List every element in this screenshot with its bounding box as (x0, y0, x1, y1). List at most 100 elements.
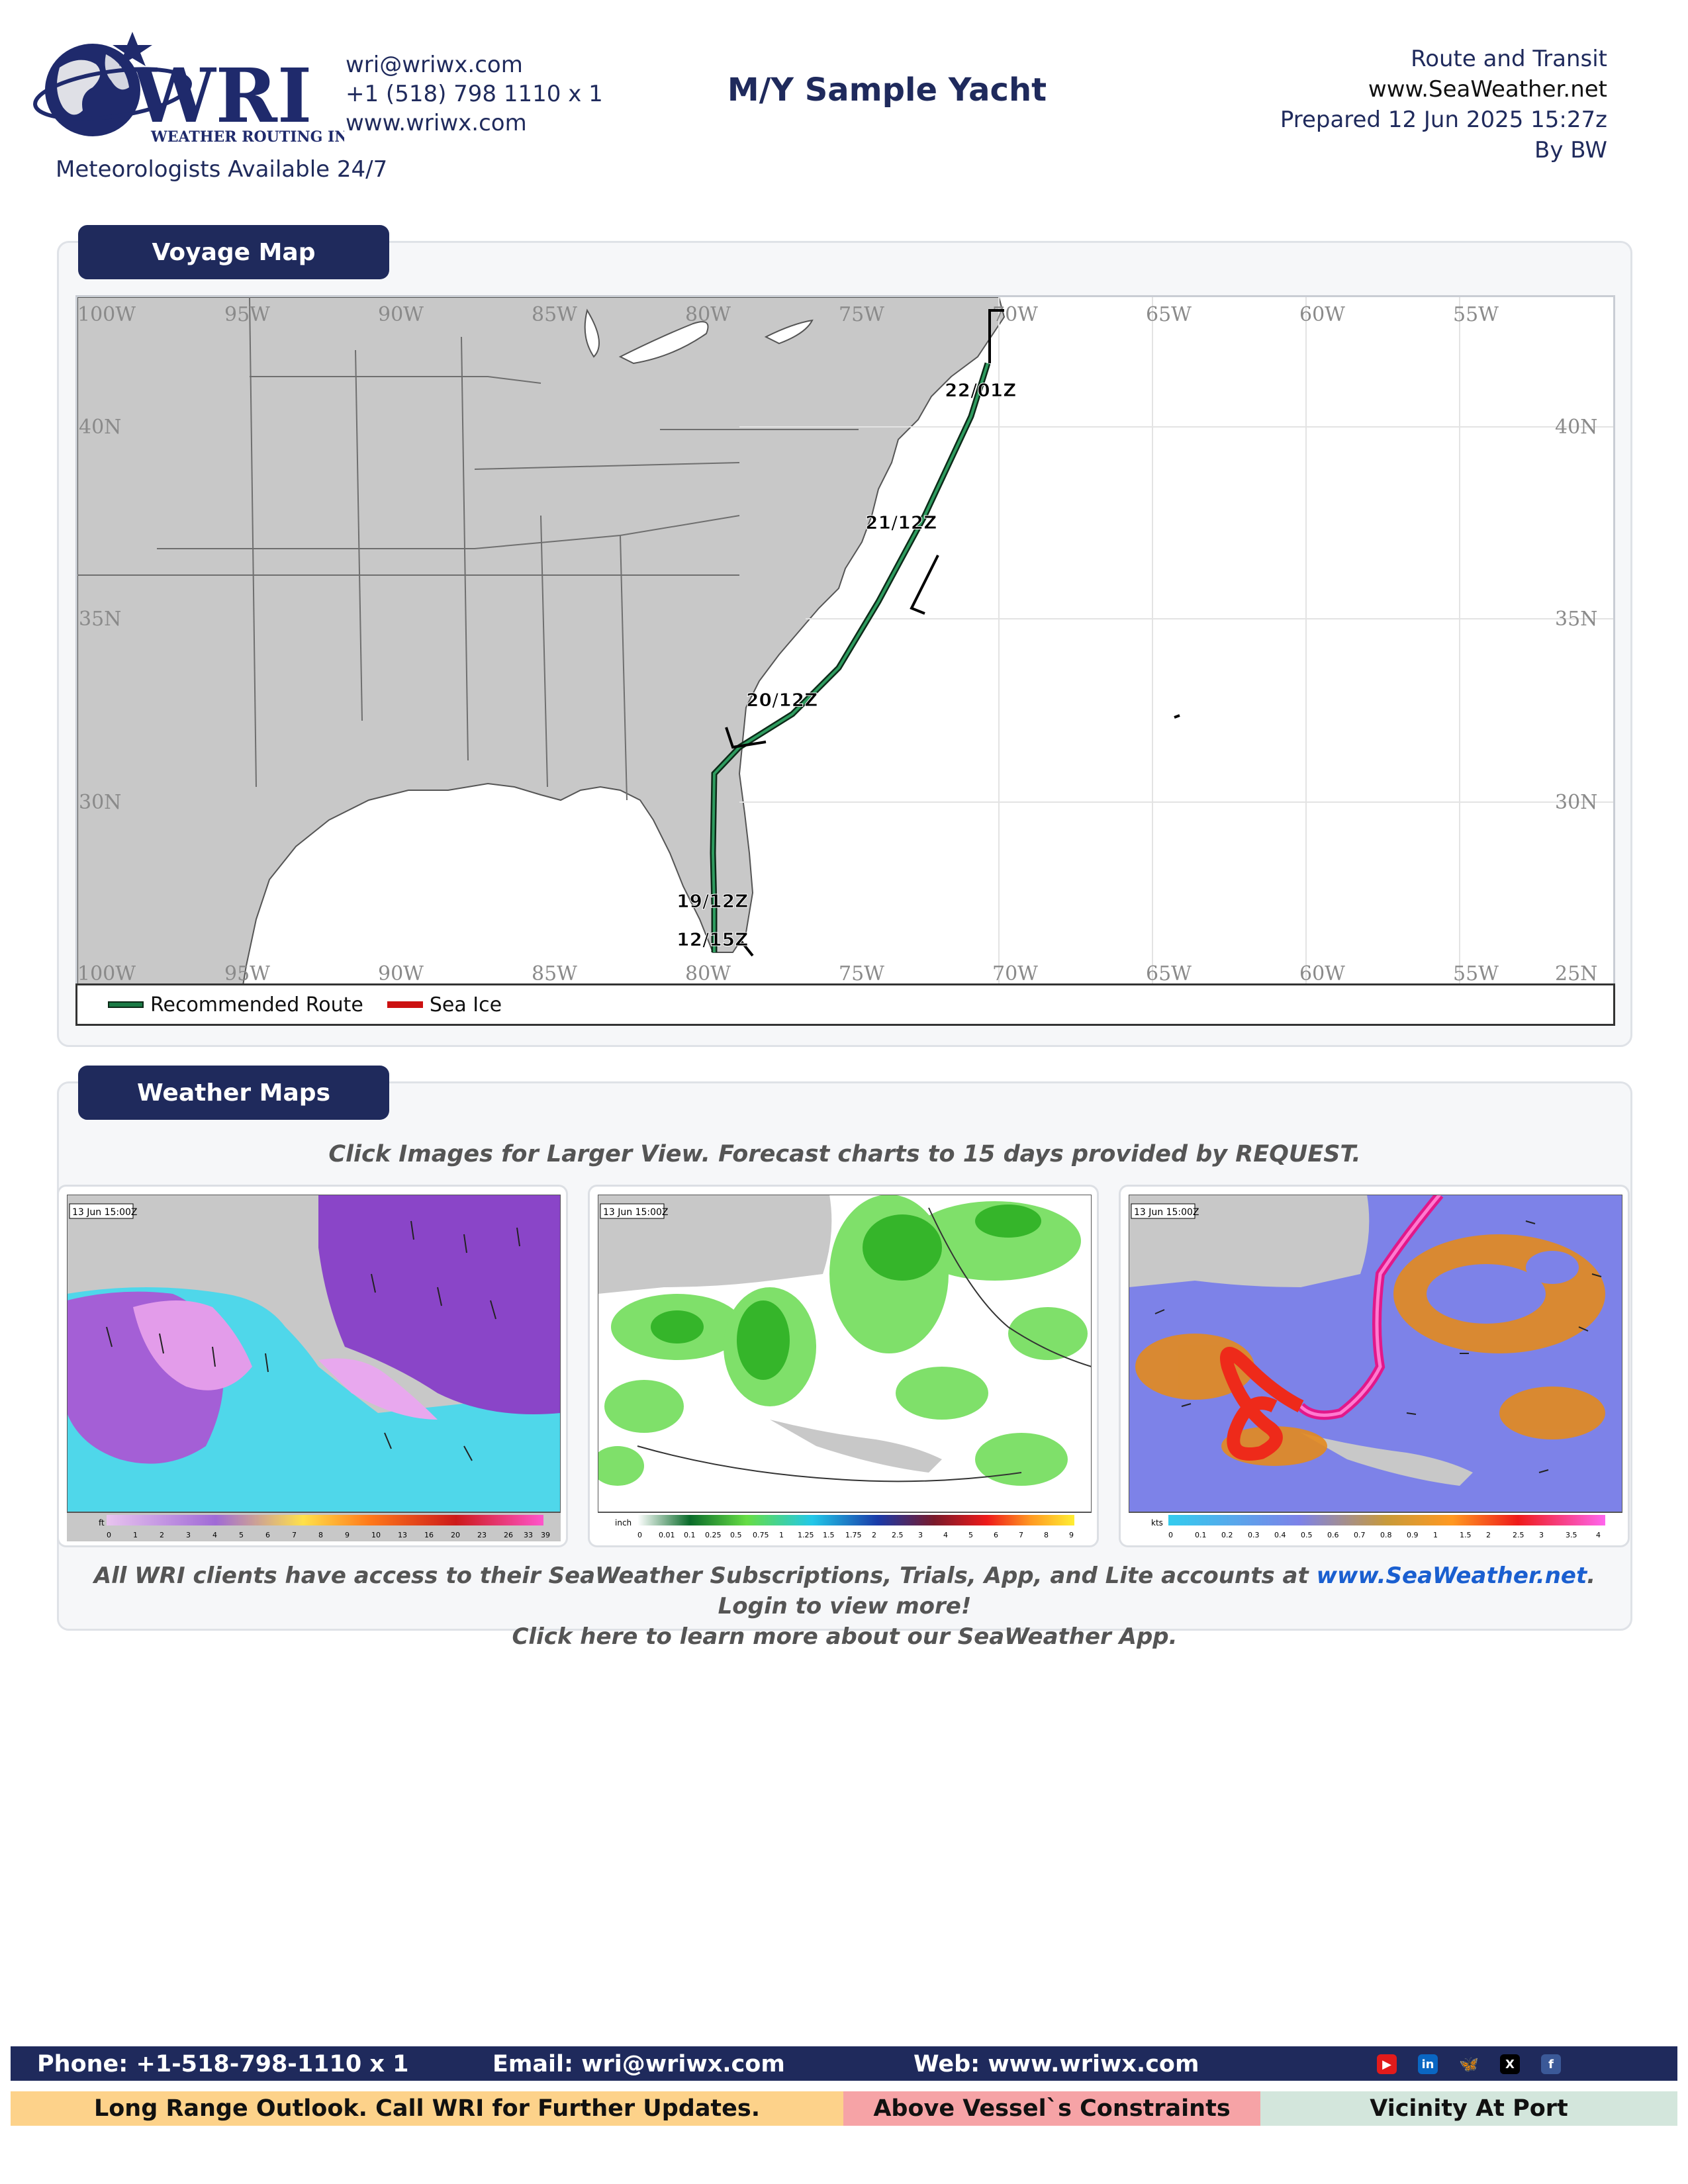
svg-text:75W: 75W (839, 962, 884, 985)
svg-text:4: 4 (212, 1531, 217, 1539)
svg-text:0: 0 (107, 1531, 111, 1539)
svg-text:0.5: 0.5 (1301, 1531, 1313, 1539)
svg-text:60W: 60W (1299, 303, 1345, 326)
svg-text:inch: inch (615, 1518, 632, 1527)
svg-text:8: 8 (318, 1531, 323, 1539)
svg-text:20: 20 (451, 1531, 460, 1539)
great-lake (584, 308, 600, 358)
seaweather-link[interactable]: www.SeaWeather.net (1368, 76, 1607, 103)
svg-text:0: 0 (637, 1531, 642, 1539)
contact-block: wri@wriwx.com +1 (518) 798 1110 x 1 www.… (346, 50, 603, 138)
svg-text:WRI: WRI (132, 53, 312, 140)
svg-text:0.7: 0.7 (1354, 1531, 1366, 1539)
svg-text:7: 7 (1019, 1531, 1023, 1539)
ice-swatch (387, 1001, 423, 1008)
svg-text:2.5: 2.5 (1513, 1531, 1524, 1539)
svg-text:1.75: 1.75 (845, 1531, 862, 1539)
great-lake (618, 321, 709, 365)
svg-text:70W: 70W (992, 962, 1038, 985)
wind-barbs (725, 309, 1180, 957)
svg-text:1.5: 1.5 (823, 1531, 835, 1539)
svg-text:13 Jun 15:00Z: 13 Jun 15:00Z (72, 1207, 138, 1218)
svg-text:0.3: 0.3 (1248, 1531, 1260, 1539)
current-scale-labels: 0 0.1 0.2 0.3 0.4 0.5 0.6 0.7 0.8 0.9 1 … (1168, 1531, 1601, 1539)
svg-text:0.8: 0.8 (1380, 1531, 1392, 1539)
contact-phone[interactable]: +1 (518) 798 1110 x 1 (346, 81, 603, 107)
report-meta: Route and Transit www.SeaWeather.net Pre… (1280, 44, 1607, 165)
seaweather-app-link[interactable]: Click here to learn more about our SeaWe… (512, 1623, 1178, 1650)
svg-text:39: 39 (541, 1531, 550, 1539)
ocean-current-map[interactable]: 13 Jun 15:00Z kts 0 0.1 0.2 0.3 0.4 0.5 … (1119, 1185, 1630, 1547)
svg-text:6: 6 (994, 1531, 998, 1539)
svg-text:5: 5 (968, 1531, 973, 1539)
svg-text:9: 9 (1069, 1531, 1074, 1539)
land-mass (77, 297, 1006, 985)
svg-text:6: 6 (265, 1531, 270, 1539)
svg-text:70W: 70W (992, 303, 1038, 326)
x-icon[interactable]: X (1500, 2054, 1520, 2074)
vessel-title: M/Y Sample Yacht (727, 71, 1047, 109)
youtube-icon[interactable]: ▶ (1377, 2054, 1397, 2074)
lat-labels-left: 40N 35N 30N (79, 416, 121, 814)
wave-height-map[interactable]: 13 Jun 15:00Z ft 0 1 2 3 4 5 6 7 8 9 10 … (57, 1185, 568, 1547)
wave-scale-labels: 0 1 2 3 4 5 6 7 8 9 10 13 16 20 23 26 33… (107, 1531, 550, 1539)
linkedin-icon[interactable]: in (1418, 2054, 1438, 2074)
great-lake (764, 319, 814, 345)
precipitation-map[interactable]: 13 Jun 15:00Z inch 0 0.01 0.1 0.25 0.5 0… (588, 1185, 1099, 1547)
contact-web[interactable]: www.wriwx.com (346, 110, 527, 136)
footer-phone[interactable]: Phone: +1-518-798-1110 x 1 (37, 2051, 409, 2077)
report-type: Route and Transit (1411, 46, 1607, 72)
svg-text:40N: 40N (1555, 416, 1597, 439)
weather-maps-heading: Weather Maps (78, 1066, 389, 1120)
voyage-map[interactable]: 100W 95W 90W 85W 80W 75W 70W 65W 60W 55W… (75, 295, 1615, 1026)
wri-logo[interactable]: WRI WEATHER ROUTING INC. (33, 28, 364, 147)
svg-text:0.4: 0.4 (1274, 1531, 1286, 1539)
svg-text:0.9: 0.9 (1407, 1531, 1419, 1539)
svg-text:3: 3 (186, 1531, 191, 1539)
footer-email[interactable]: Email: wri@wriwx.com (492, 2051, 785, 2077)
svg-text:0.25: 0.25 (705, 1531, 722, 1539)
graticule (739, 297, 1613, 985)
current-color-bar (1168, 1515, 1605, 1525)
tagline: Meteorologists Available 24/7 (56, 156, 388, 183)
svg-text:3.5: 3.5 (1566, 1531, 1577, 1539)
footer-contact-bar: Phone: +1-518-798-1110 x 1 Email: wri@wr… (11, 2046, 1677, 2081)
svg-text:30N: 30N (79, 791, 121, 814)
svg-text:90W: 90W (378, 962, 424, 985)
precip-color-bar (637, 1515, 1074, 1525)
svg-text:1: 1 (133, 1531, 138, 1539)
note-suffix: . Login to view more! (718, 1563, 1596, 1619)
svg-text:0.1: 0.1 (684, 1531, 696, 1539)
wave-map-svg: 13 Jun 15:00Z ft 0 1 2 3 4 5 6 7 8 9 10 … (67, 1195, 561, 1541)
seaweather-note-link[interactable]: www.SeaWeather.net (1316, 1563, 1587, 1589)
svg-text:0.5: 0.5 (730, 1531, 742, 1539)
weather-maps-caption: Click Images for Larger View. Forecast c… (328, 1141, 1361, 1167)
footer-web[interactable]: Web: www.wriwx.com (914, 2051, 1199, 2077)
svg-text:13: 13 (398, 1531, 407, 1539)
svg-text:4: 4 (1596, 1531, 1601, 1539)
svg-text:1: 1 (779, 1531, 784, 1539)
contact-email[interactable]: wri@wriwx.com (346, 52, 523, 78)
svg-text:ft: ft (99, 1518, 105, 1527)
svg-text:85W: 85W (532, 303, 577, 326)
svg-text:33: 33 (524, 1531, 533, 1539)
svg-text:10: 10 (371, 1531, 381, 1539)
svg-text:1.25: 1.25 (798, 1531, 814, 1539)
svg-text:13 Jun 15:00Z: 13 Jun 15:00Z (1134, 1207, 1199, 1218)
svg-text:3: 3 (918, 1531, 923, 1539)
svg-text:80W: 80W (685, 962, 731, 985)
lon-labels-top: 100W 95W 90W 85W 80W 75W 70W 65W 60W 55W (77, 303, 1499, 326)
legend-ice: Sea Ice (387, 993, 502, 1017)
bluesky-icon[interactable]: 🦋 (1459, 2054, 1479, 2074)
waypoint-labels: 22/01Z 21/12Z 20/12Z 19/12Z 12/15Z (677, 379, 1017, 951)
svg-text:7: 7 (292, 1531, 297, 1539)
svg-text:100W: 100W (77, 962, 136, 985)
svg-text:3: 3 (1539, 1531, 1544, 1539)
state-borders (77, 297, 859, 801)
svg-text:kts: kts (1151, 1518, 1163, 1527)
status-above-constraints: Above Vessel`s Constraints (843, 2091, 1260, 2126)
svg-text:12/15Z: 12/15Z (677, 929, 748, 950)
facebook-icon[interactable]: f (1541, 2054, 1561, 2074)
svg-text:WEATHER ROUTING INC.: WEATHER ROUTING INC. (150, 128, 344, 146)
svg-text:26: 26 (504, 1531, 513, 1539)
